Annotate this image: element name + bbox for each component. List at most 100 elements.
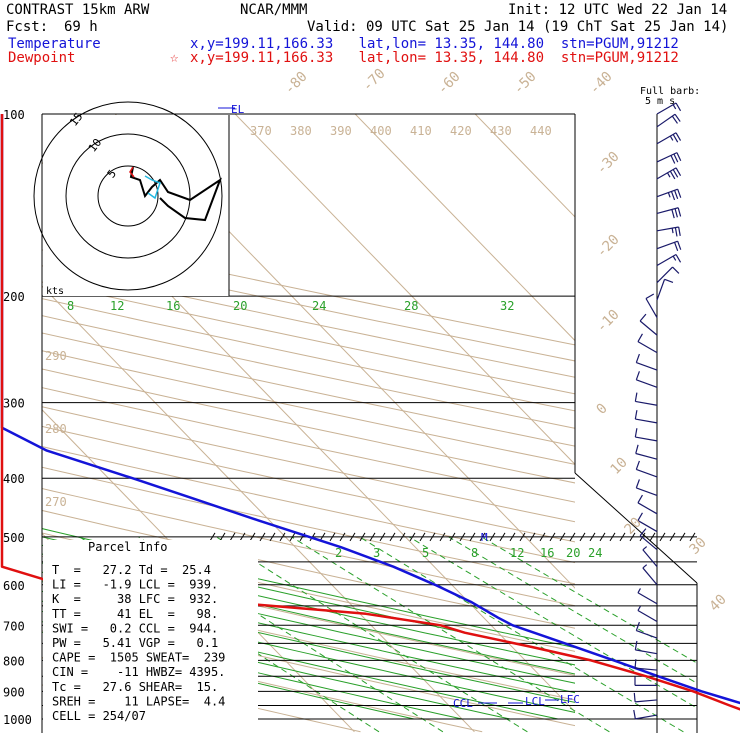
mixing-ratio-label: 16 [540,546,554,560]
pressure-tick-label: 200 [3,290,25,304]
wind-barb [634,410,658,424]
wind-barb [656,132,682,145]
lcl-label: LCL [525,695,545,708]
sounding-lines [0,107,740,711]
wind-barb [634,392,658,406]
isotherm-label: 30 [687,535,710,558]
wind-barb [634,428,658,442]
mixing-ratio-label: 32 [500,299,514,313]
barb-half [637,588,641,594]
barb-staff [639,320,658,336]
barb-full [672,169,679,178]
hatch-mark [259,532,266,542]
parcel-info-row: Tc = 27.6 SHEAR= 15. [52,680,218,694]
barb-staff [656,253,677,267]
hodograph-ring [97,165,159,227]
hatch-mark [359,532,366,542]
ccl-label: CCL [453,697,473,710]
isotherm-line [234,114,575,466]
barb-staff [656,132,677,145]
parcel-info-row: LI = -1.9 LCL = 939. [52,578,218,592]
dry-adiabat [42,249,575,362]
mixing-ratio-label: 24 [312,299,326,313]
dry-adiabat [42,509,575,629]
wind-barb [656,113,681,128]
barb-full [675,167,682,176]
barb-full [671,115,678,124]
hodograph-background [43,115,229,296]
hatch-mark [679,532,686,542]
barb-half [672,255,677,261]
wind-barb [633,692,658,703]
barb-full [670,191,676,201]
barb-full [634,410,638,420]
pressure-tick-label: 800 [3,654,25,668]
pressure-tick-label: 1000 [3,713,32,727]
dry-adiabat [42,332,575,447]
barb-staff [642,549,658,568]
barb-staff [637,341,658,354]
dewpoint-line [0,114,740,711]
pressure-tick-label: 600 [3,579,25,593]
isotherm-label: 40 [707,592,730,615]
barb-staff [636,468,658,478]
barb-full [675,254,682,263]
hatch-mark [269,532,276,542]
parcel-info-row: K = 38 LFC = 932. [52,592,218,606]
wind-barb [637,333,658,354]
isotherm-label: -40 [587,69,616,98]
barb-full [674,208,678,218]
mixing-ratio-line [291,536,610,733]
barb-full [677,241,682,250]
barb-full [669,170,676,180]
mixing-ratio-line [216,536,528,733]
barb-full [635,444,639,454]
pressure-tick-label: 900 [3,685,25,699]
barb-full [672,266,680,274]
wind-barb [635,353,658,371]
wind-barb [656,207,682,219]
barb-full [645,293,655,300]
hatch-mark [419,532,426,542]
barb-staff [656,279,666,301]
hodograph-trace-top [129,166,135,178]
barb-staff [635,452,658,460]
parcel-info-row: PW = 5.41 VGP = 0.1 [52,636,218,650]
hatch-mark [599,532,606,542]
center-title: NCAR/MMM [240,2,308,18]
barb-legend-units: 5 m s [645,96,675,107]
pressure-tick-label: 700 [3,619,25,633]
hatch-mark [569,532,576,542]
barb-half [667,192,671,198]
theta-label: 430 [490,124,512,138]
wind-barbs [633,102,682,733]
dewpoint-label: Dewpoint [8,50,76,66]
dry-adiabat [42,630,483,733]
parcel-info-row: SWI = 0.2 CCL = 944. [52,621,218,635]
dry-adiabat [42,281,575,395]
temperature-info: x,y=199.11,166.33 lat,lon= 13.35, 144.80… [190,36,679,52]
parcel-info-row: CELL = 254/07 [52,709,146,723]
parcel-info-background [43,540,258,733]
hatch-mark [219,532,226,542]
dry-adiabat [42,579,575,701]
barb-staff [637,520,658,533]
barb-full [672,134,679,143]
theta-label: 410 [410,124,432,138]
fcst-label: Fcst: [6,19,49,35]
wind-barb [656,152,682,164]
parcel-info-table: T = 27.2 Td = 25.4LI = -1.9 LCL = 939.K … [43,540,258,733]
mixing-ratio-label: 5 [422,546,429,560]
barb-full [671,209,675,219]
barb-staff [656,207,679,215]
isotherm-label: 0 [594,401,611,418]
barb-half [642,546,648,551]
hatch-mark [489,532,496,542]
barb-full [674,227,678,237]
wind-barb [656,240,682,252]
barb-half [666,172,671,178]
mixing-ratio-label: 3 [373,546,380,560]
isotherm-label: -60 [435,69,464,98]
